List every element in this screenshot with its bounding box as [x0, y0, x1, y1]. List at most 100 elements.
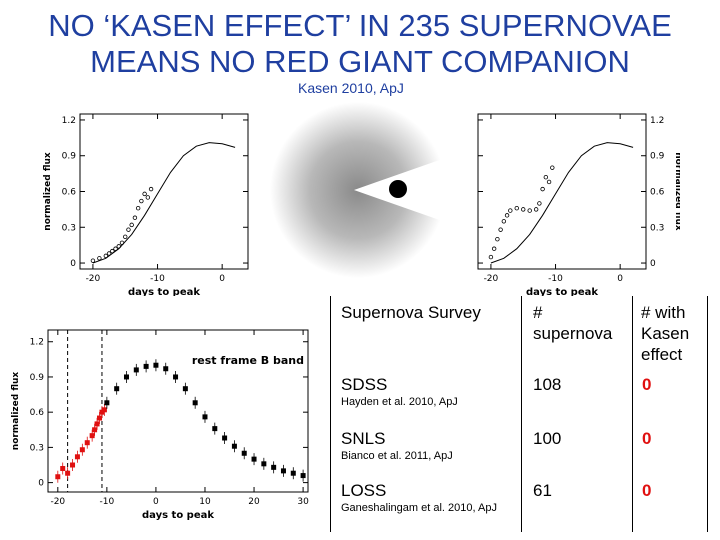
data-point	[550, 165, 555, 170]
data-point	[65, 470, 71, 476]
x-tick-label: -20	[86, 274, 101, 284]
data-point	[123, 374, 129, 380]
data-point	[129, 222, 134, 228]
x-tick-label: -10	[100, 497, 115, 507]
x-axis-label: days to peak	[142, 510, 214, 521]
data-point	[202, 414, 208, 420]
data-point	[290, 470, 296, 476]
header-survey: Supernova Survey	[341, 303, 481, 322]
data-point	[92, 427, 98, 433]
data-point	[231, 443, 237, 449]
data-point	[94, 421, 100, 427]
data-point	[84, 440, 90, 446]
band-annotation: rest frame B band	[192, 354, 304, 367]
y-tick-label: 0.3	[62, 223, 76, 233]
data-point	[543, 174, 549, 180]
data-point	[116, 244, 121, 249]
data-point	[113, 246, 118, 251]
plot-frame	[79, 113, 249, 270]
table-divider	[521, 296, 522, 532]
data-point	[182, 386, 188, 392]
data-point	[271, 464, 277, 470]
survey-table: Supernova Survey # supernova # with Kase…	[330, 296, 708, 532]
y-tick-label: 0.9	[30, 373, 45, 383]
plot-frame	[47, 329, 309, 493]
data-point	[163, 366, 169, 372]
data-point	[97, 256, 102, 261]
y-tick-label: 0.3	[650, 223, 664, 233]
data-point	[498, 227, 503, 232]
y-tick-label: 0.3	[30, 443, 44, 453]
data-point	[173, 374, 179, 380]
y-axis-label: normalized flux	[11, 372, 21, 451]
chart-kasen-left: -20 -10 0 0 0.3 0.6 0.9 1.2 days to peak normaliz…	[43, 113, 249, 296]
data-point	[106, 251, 112, 256]
slide-title-line2: MEANS NO RED GIANT COMPANION	[90, 44, 630, 79]
y-tick-label: 1.2	[62, 116, 76, 126]
companion-star	[389, 180, 407, 198]
y-tick-label: 0.9	[62, 152, 77, 162]
data-point	[133, 367, 139, 373]
cone-shadow	[354, 150, 468, 230]
data-point	[104, 400, 110, 406]
y-axis-label: normalized flux	[43, 152, 53, 231]
data-point	[97, 415, 103, 421]
data-point	[55, 474, 61, 480]
data-point	[90, 258, 96, 263]
data-point	[142, 191, 147, 197]
x-tick-label: 30	[297, 497, 309, 507]
data-point	[60, 466, 66, 472]
x-tick-label: 10	[199, 497, 211, 507]
header-kasen: # with Kasen effect	[641, 303, 690, 364]
plot-frame	[477, 113, 647, 270]
data-point	[488, 254, 494, 260]
row-kasen: 0	[642, 429, 652, 448]
y-tick-label: 0.9	[650, 152, 665, 162]
data-point	[145, 195, 151, 200]
y-tick-label: 0.6	[30, 408, 45, 418]
data-point	[280, 468, 286, 474]
ejecta-schematic	[270, 102, 468, 278]
data-point	[70, 462, 76, 468]
data-point	[495, 236, 500, 242]
data-point	[123, 234, 128, 240]
data-point	[212, 426, 218, 432]
data-point	[192, 400, 198, 406]
x-tick-label: 20	[248, 497, 260, 507]
data-point	[74, 454, 80, 460]
row-survey: SDSS	[341, 375, 388, 394]
data-point	[153, 362, 159, 368]
x-tick-label: -20	[484, 274, 499, 284]
data-point	[514, 205, 519, 211]
data-point	[241, 450, 247, 456]
data-point	[261, 461, 267, 467]
data-point	[546, 179, 552, 185]
data-point	[143, 363, 149, 369]
x-axis-label: days to peak	[128, 287, 200, 296]
data-point	[103, 253, 109, 259]
data-point	[148, 186, 154, 192]
y-tick-label: 1.2	[30, 338, 44, 348]
slide-title-line1: NO ‘KASEN EFFECT’ IN 235 SUPERNOVAE	[48, 8, 672, 43]
x-axis-label: days to peak	[526, 287, 598, 296]
data-point	[537, 201, 542, 206]
data-point	[521, 207, 526, 212]
row-citation: Bianco et al. 2011, ApJ	[341, 450, 453, 462]
x-tick-label: 0	[617, 274, 623, 284]
row-count: 100	[533, 429, 562, 448]
data-point	[491, 246, 497, 251]
y-tick-label: 0	[70, 259, 76, 269]
data-point	[89, 433, 95, 439]
data-point	[501, 219, 507, 224]
x-tick-label: -10	[548, 274, 563, 284]
data-point	[139, 198, 144, 204]
data-point	[300, 473, 306, 479]
data-point	[508, 208, 513, 213]
data-point	[114, 386, 120, 392]
row-count: 108	[533, 375, 562, 394]
row-citation: Ganeshalingam et al. 2010, ApJ	[341, 502, 497, 514]
data-point	[527, 208, 532, 213]
row-kasen: 0	[642, 481, 652, 500]
row-survey: LOSS	[341, 481, 387, 500]
data-point	[110, 248, 115, 254]
